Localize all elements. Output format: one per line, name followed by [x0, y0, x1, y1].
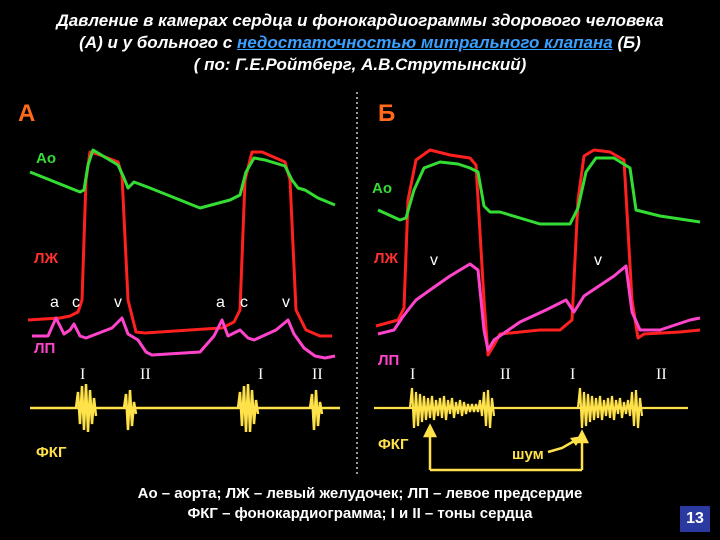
panel-a-la-curve — [32, 316, 336, 360]
panel-b-label: Б — [378, 100, 396, 127]
panel-b-aorta-curve — [377, 156, 701, 226]
panel-a-wave-v-2: v — [282, 294, 290, 311]
panel-a-tone-1: I — [80, 366, 86, 383]
panel-a-lv-label: ЛЖ — [34, 250, 59, 267]
panel-a-ao-label: Ао — [36, 150, 56, 167]
panel-a-wave-a-1: а — [50, 294, 59, 311]
panel-a-phono — [30, 383, 340, 433]
slide-title: Давление в камерах сердца и фонокардиогр… — [0, 10, 720, 76]
panel-a-wave-a-2: а — [216, 294, 225, 311]
title-line-2: (А) и у больного с недостаточностью митр… — [0, 32, 720, 54]
panel-b-wave-v-1: v — [430, 252, 438, 269]
panel-a-tone-2: II — [140, 366, 151, 383]
murmur-arrow — [547, 438, 577, 454]
panel-b-la-curve — [377, 262, 701, 352]
panel-b-tone-3: I — [570, 366, 576, 383]
panel-b-fkg-label: ФКГ — [378, 436, 409, 453]
mitral-insufficiency-link[interactable]: недостаточностью митрального клапана — [236, 33, 613, 52]
panel-b-wave-v-2: v — [594, 252, 602, 269]
murmur-arrow-head — [570, 436, 582, 446]
panel-b-ao-label: Ао — [372, 180, 392, 197]
legend-line-2: ФКГ – фонокардиограмма; I и II – тоны се… — [187, 505, 533, 522]
title-line-3: ( по: Г.Е.Ройтберг, А.В.Струтынский) — [193, 55, 527, 74]
legend: Ао – аорта; ЛЖ – левый желудочек; ЛП – л… — [0, 484, 720, 524]
panel-a-wave-v-1: v — [114, 294, 122, 311]
title-line-2-post: (Б) — [612, 33, 641, 52]
panel-a-wave-c-2: с — [240, 294, 248, 311]
panel-a-tone-3: I — [258, 366, 264, 383]
panel-b-lv-label: ЛЖ — [374, 250, 399, 267]
panel-b-tone-1: I — [410, 366, 416, 383]
title-line-2-pre: (А) и у больного с — [79, 33, 237, 52]
panel-b-tone-2: II — [500, 366, 511, 383]
panel-a-la-label: ЛП — [34, 340, 56, 357]
panel-b-phono — [374, 387, 688, 429]
panel-b-tone-4: II — [656, 366, 667, 383]
panel-a-wave-c-1: с — [72, 294, 80, 311]
title-line-1: Давление в камерах сердца и фонокардиогр… — [56, 11, 664, 30]
legend-line-1: Ао – аорта; ЛЖ – левый желудочек; ЛП – л… — [137, 485, 583, 502]
murmur-label: шум — [512, 446, 544, 463]
page-number: 13 — [680, 506, 710, 532]
panel-a-aorta-curve — [29, 148, 336, 210]
panel-a-tone-4: II — [312, 366, 323, 383]
panel-b-lv-curve — [375, 148, 701, 357]
panel-a-label: А — [18, 100, 36, 127]
panel-a-fkg-label: ФКГ — [36, 444, 67, 461]
panel-b-la-label: ЛП — [378, 352, 400, 369]
